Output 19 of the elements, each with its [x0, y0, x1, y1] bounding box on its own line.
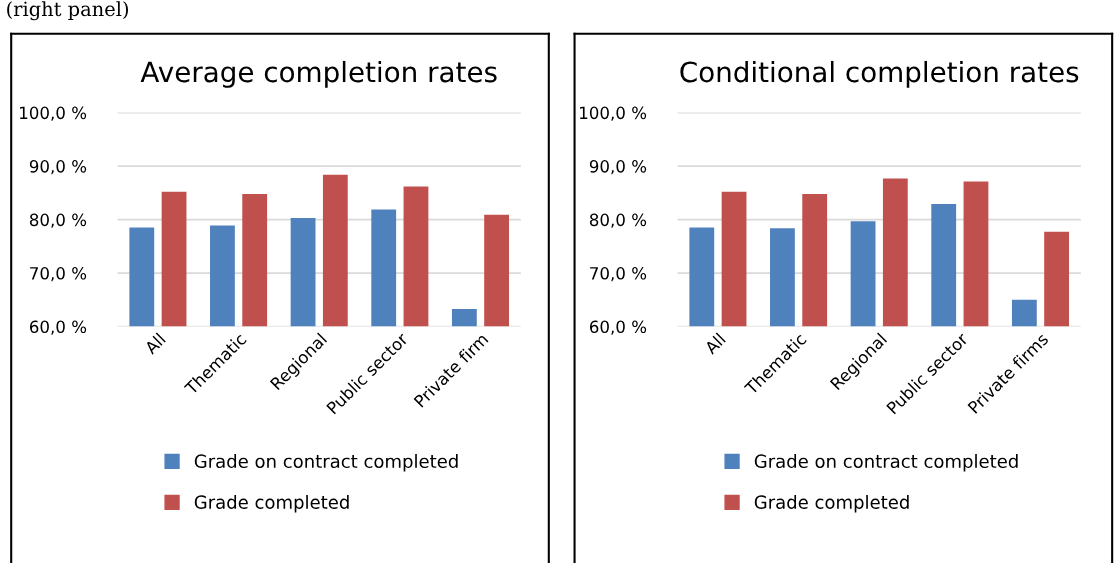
- y-tick-label: 90,0 %: [29, 160, 87, 175]
- text: (right panel): [7, 1, 128, 21]
- y-tick-label: 90,0 %: [589, 160, 647, 175]
- legend-label: Grade completed: [754, 494, 909, 513]
- y-tick-label: 100,0 %: [20, 106, 87, 121]
- y-tick-label: 70,0 %: [30, 267, 87, 282]
- legend-label: Grade on contract completed: [754, 454, 1018, 472]
- y-tick-label: 60,0 %: [589, 320, 647, 335]
- chart-title: Average completion rates: [140, 60, 497, 88]
- x-tick-label: All: [703, 332, 726, 355]
- legend-label: Grade on contract completed: [194, 454, 458, 472]
- y-tick-label: 60,0 %: [29, 320, 87, 335]
- y-tick-label: 100,0 %: [580, 106, 647, 121]
- y-tick-label: 70,0 %: [590, 267, 647, 282]
- legend-label: Grade completed: [194, 494, 349, 513]
- y-tick-label: 80,0 %: [29, 213, 87, 228]
- y-tick-label: 80,0 %: [589, 213, 647, 228]
- x-tick-label: All: [143, 332, 166, 355]
- chart-title: Conditional completion rates: [680, 60, 1079, 88]
